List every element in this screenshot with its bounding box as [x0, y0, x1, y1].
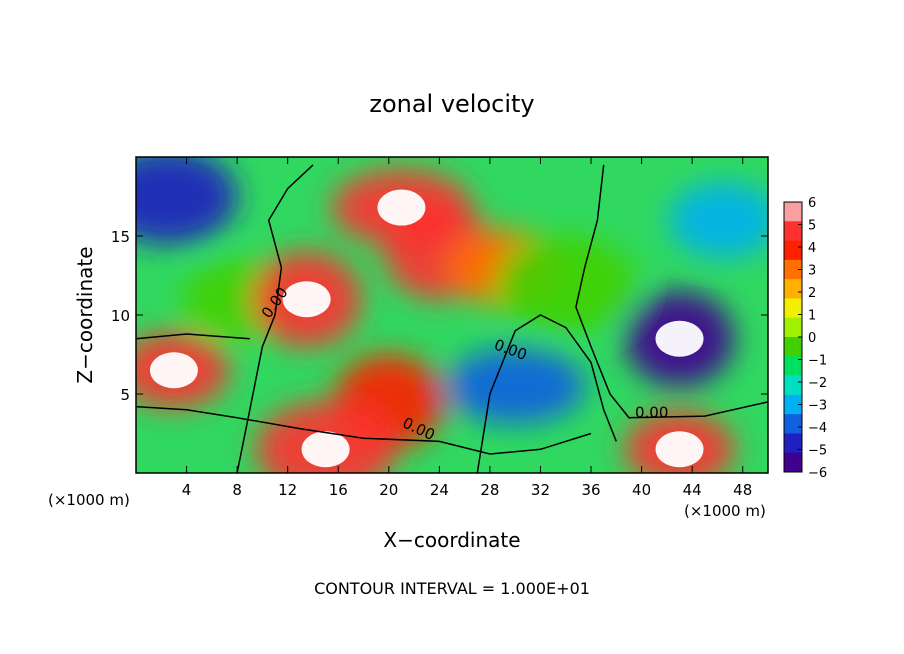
colorbar-tick-label: 6 [808, 196, 816, 211]
x-tick-label: 20 [379, 481, 398, 499]
colorbar-segment [784, 452, 802, 473]
x-tick-label: 16 [329, 481, 348, 499]
colorbar-tick-label: −4 [808, 421, 827, 436]
x-tick-label: 44 [683, 481, 702, 499]
z-tick-label: 10 [111, 307, 130, 325]
x-tick-label: 24 [430, 481, 449, 499]
x-tick-label: 12 [278, 481, 297, 499]
colorbar-tick-label: 4 [808, 241, 816, 256]
z-tick-label: 5 [120, 386, 130, 404]
chart-title: zonal velocity [369, 90, 534, 118]
colorbar-tick-label: 1 [808, 309, 816, 324]
out-of-range-region [149, 352, 198, 389]
zero-contour [236, 164, 314, 473]
contour-lines [136, 164, 768, 473]
field-blob [495, 235, 636, 332]
zero-contour [476, 314, 617, 473]
colorbar-tick-label: −6 [808, 466, 827, 481]
field-blob [136, 157, 238, 245]
x-axis-label: X−coordinate [383, 528, 520, 552]
contour-interval-text: CONTOUR INTERVAL = 1.000E+01 [314, 579, 590, 598]
plot-area: 0.000.000.000.00 4 8 12 16 20 24 28 32 36 40 44 48 … [111, 156, 769, 499]
colorbar-segment [784, 259, 802, 280]
zero-contour [136, 405, 592, 455]
colorbar-segment [784, 337, 802, 357]
x-unit-right: (×1000 m) [684, 502, 766, 520]
colorbar-segment [784, 356, 802, 376]
colorbar-segment [784, 317, 802, 338]
colorbar-segment [784, 221, 802, 241]
out-of-range-region [282, 281, 331, 318]
zero-contour [575, 164, 768, 419]
x-tick-label: 4 [182, 481, 192, 499]
colorbar-segment [784, 433, 802, 454]
colorbar-tick-label: −2 [808, 376, 827, 391]
out-of-range-region [377, 189, 426, 226]
colorbar-segment [784, 240, 802, 261]
contour-label: 0.00 [635, 404, 668, 422]
velocity-field [136, 157, 768, 473]
colorbar: 6 5 4 3 2 1 0 −1 −2 −3 −4 −5 −6 [783, 196, 827, 481]
colorbar-tick-label: 2 [808, 286, 816, 301]
colorbar-tick-label: −3 [808, 399, 827, 414]
y-axis-label: Z−coordinate [73, 246, 97, 383]
z-tick-label: 15 [111, 228, 130, 246]
colorbar-tick-label: 5 [808, 219, 816, 234]
x-tick-label: 32 [531, 481, 550, 499]
x-tick-label: 48 [733, 481, 752, 499]
out-of-range-region [301, 431, 350, 468]
colorbar-segment [784, 298, 802, 319]
colorbar-tick-label: 0 [808, 331, 816, 346]
colorbar-segment [784, 202, 802, 222]
x-tick-label: 40 [632, 481, 651, 499]
x-tick-label: 36 [581, 481, 600, 499]
colorbar-segment [784, 375, 802, 396]
field-blob [445, 348, 586, 425]
colorbar-tick-label: −5 [808, 444, 827, 459]
x-tick-label: 8 [232, 481, 242, 499]
zero-contour [136, 333, 250, 340]
colorbar-segment [784, 394, 802, 415]
colorbar-tick-label: −1 [808, 354, 827, 369]
out-of-range-region [655, 431, 704, 468]
colorbar-segment [784, 414, 802, 434]
x-unit-left: (×1000 m) [48, 491, 130, 509]
out-of-range-region [655, 320, 704, 357]
colorbar-segment [784, 279, 802, 299]
colorbar-tick-label: 3 [808, 264, 816, 279]
x-tick-label: 28 [480, 481, 499, 499]
field-blob [668, 182, 768, 259]
